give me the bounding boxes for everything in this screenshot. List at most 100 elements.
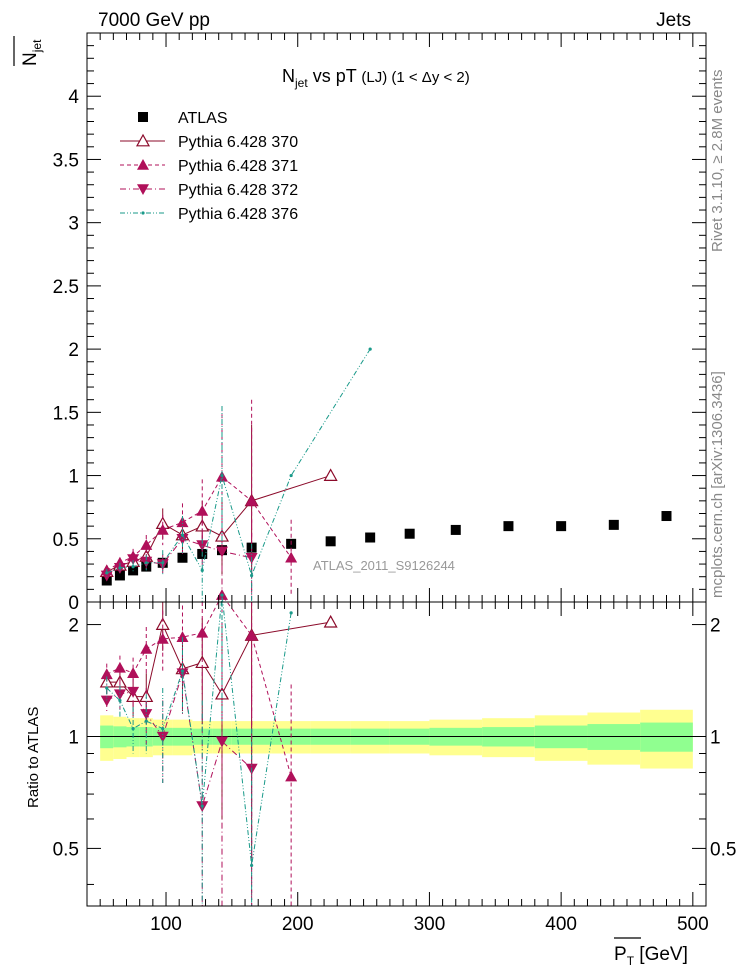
y-tick-label: 3: [68, 214, 79, 235]
data-point: [661, 511, 672, 522]
data-point: [156, 523, 169, 535]
data-point: [323, 468, 338, 481]
data-point: [196, 540, 209, 552]
ratio-line: [106, 595, 292, 866]
y-tick-label: 2.5: [53, 277, 79, 298]
main-panel: 0 0.5 1 1.5 2 2.5 3 3.5 4: [53, 32, 707, 614]
ratio-panel: 0.5 0.5 1 1 2 2 100 200 300 400 500: [53, 33, 736, 935]
ratio-point: [245, 629, 258, 641]
legend-entry: ATLAS: [138, 110, 228, 127]
series-line: [106, 476, 292, 571]
ratio-point: [127, 686, 140, 698]
y-tick-label: 1.5: [53, 403, 79, 424]
ratio-point: [180, 669, 185, 673]
y-tick-label: 0.5: [53, 530, 79, 551]
ratio-point: [131, 727, 135, 731]
ratio-point: [140, 642, 153, 654]
series-0: [101, 511, 672, 586]
data-point: [285, 551, 298, 563]
ratio-point: [156, 632, 169, 644]
legend-label: Pythia 6.428 370: [178, 134, 298, 151]
legend-marker: [137, 184, 149, 195]
data-point: [200, 568, 204, 572]
ratio-y-tick-label-right: 1: [710, 727, 721, 748]
mcplots-label: mcplots.cern.ch [arXiv:1306.3436]: [709, 371, 726, 598]
data-point: [245, 494, 258, 506]
legend-marker: [135, 133, 151, 147]
data-point: [161, 561, 165, 565]
x-tick-label: 200: [282, 914, 314, 935]
ratio-y-axis-label: Ratio to ATLAS: [25, 707, 42, 808]
series-line: [106, 475, 331, 573]
ratio-point: [161, 727, 165, 731]
legend-label: Pythia 6.428 376: [178, 206, 298, 223]
x-tick-label: 100: [150, 914, 182, 935]
legend-marker: [141, 211, 145, 215]
data-point: [140, 539, 153, 550]
ratio-point: [215, 736, 228, 748]
legend-label: Pythia 6.428 372: [178, 182, 298, 199]
legend-entry: Pythia 6.428 372: [120, 182, 298, 199]
ratio-point: [118, 698, 122, 703]
ratio-point: [113, 689, 126, 701]
header-right: Jets: [656, 10, 691, 31]
y-tick-label: 4: [68, 87, 79, 108]
data-point: [556, 521, 567, 532]
rivet-label: Rivet 3.1.10, ≥ 2.8M events: [709, 70, 726, 253]
ratio-series-3: [105, 593, 293, 906]
data-point: [325, 536, 336, 547]
legend-entry: Pythia 6.428 376: [120, 206, 298, 223]
ratio-point: [127, 667, 140, 678]
svg-text:Njet: Njet: [20, 39, 44, 66]
x-tick-label: 300: [414, 914, 446, 935]
ratio-band-inner: [640, 722, 693, 752]
legend-entry: Pythia 6.428 370: [120, 133, 298, 151]
data-point: [105, 571, 109, 575]
ratio-y-tick-label: 0.5: [53, 839, 79, 860]
y-tick-label: 2: [68, 340, 79, 361]
ratio-point: [144, 719, 148, 723]
ratio-y-tick-label-right: 2: [710, 616, 721, 637]
ratio-point: [285, 770, 298, 782]
legend-label: ATLAS: [178, 110, 228, 127]
y-tick-label: 1: [68, 467, 79, 488]
x-tick-label: 500: [677, 914, 709, 935]
ratio-point: [176, 631, 189, 642]
data-point: [450, 524, 461, 535]
analysis-watermark: ATLAS_2011_S9126244: [313, 558, 455, 573]
ratio-line: [106, 594, 292, 777]
ratio-point: [200, 804, 204, 808]
data-point: [250, 573, 254, 578]
series-4: [105, 347, 372, 602]
plot-title: Njet vs pT (LJ) (1 < Δy < 2): [282, 66, 470, 90]
ratio-band-inner: [587, 724, 641, 750]
ratio-point: [196, 626, 209, 638]
legend-marker: [137, 159, 149, 170]
ratio-y-tick-label-right: 0.5: [710, 839, 736, 860]
data-point: [177, 552, 188, 563]
legend-label: Pythia 6.428 371: [178, 158, 298, 175]
ratio-series-2: [100, 638, 258, 906]
legend-entry: Pythia 6.428 371: [120, 158, 298, 175]
ratio-point: [100, 695, 113, 707]
ratio-point: [105, 686, 109, 690]
main-y-axis-label: Njet: [13, 36, 44, 66]
legend-marker: [138, 112, 148, 122]
ratio-point: [250, 863, 254, 868]
data-point: [180, 533, 185, 537]
x-tick-label: 400: [545, 914, 577, 935]
ratio-point: [220, 593, 224, 597]
ratio-y-tick-label: 1: [68, 727, 79, 748]
ratio-y-tick-label: 2: [68, 616, 79, 637]
data-point: [176, 516, 189, 528]
data-point: [144, 561, 148, 565]
ratio-point: [155, 617, 170, 630]
data-point: [289, 473, 293, 478]
header-left: 7000 GeV pp: [98, 10, 210, 31]
data-point: [196, 504, 209, 516]
data-point: [118, 566, 122, 570]
y-tick-label: 0: [68, 593, 79, 614]
data-point: [368, 347, 372, 351]
svg-text:PT [GeV]: PT [GeV]: [614, 944, 688, 968]
